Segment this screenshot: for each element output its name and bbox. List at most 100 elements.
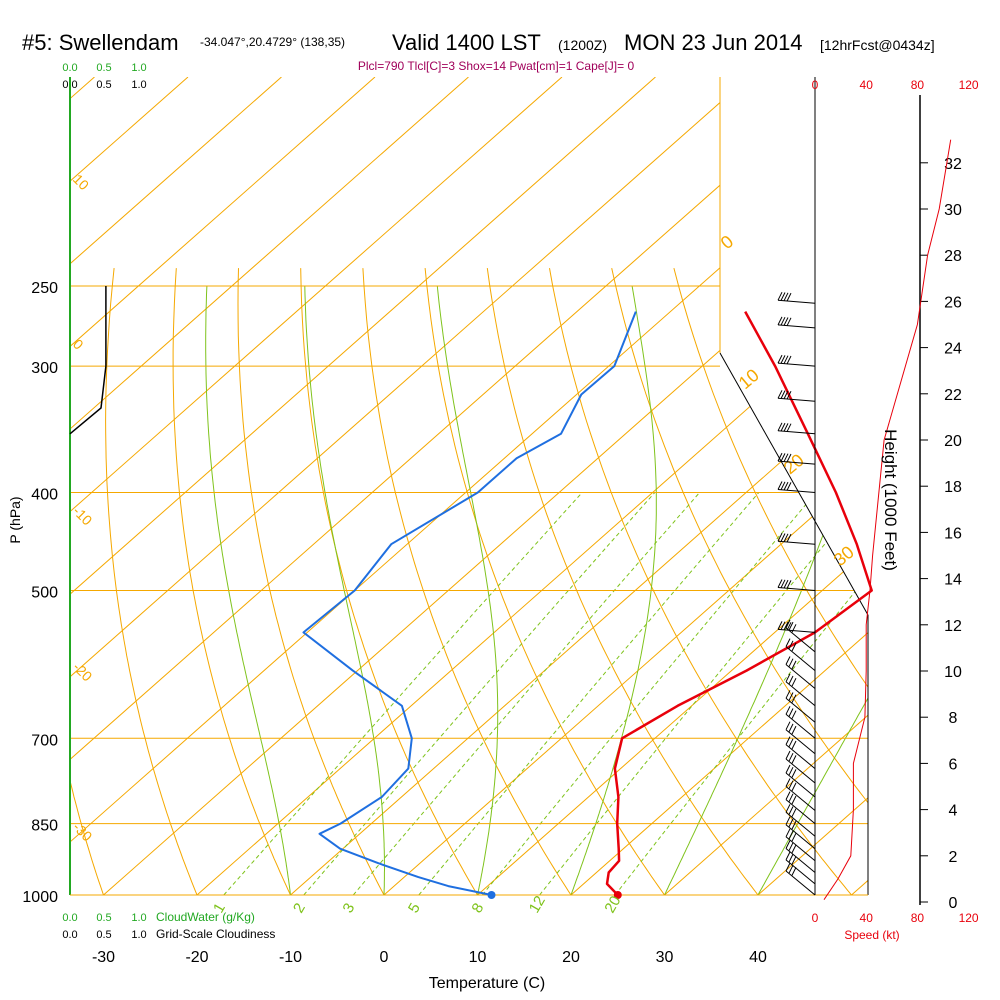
mixing-ratio-line — [303, 492, 656, 895]
mixing-ratio-label: 5 — [405, 900, 424, 916]
wind-barb-flag — [791, 677, 797, 687]
mixing-ratio-line — [481, 492, 817, 895]
cloudiness-tick: 0.5 — [96, 929, 111, 941]
wind-barb-staff — [785, 744, 816, 769]
isotherm-line — [196, 77, 868, 895]
wind-barb-staff — [785, 729, 816, 755]
wind-barb-flag — [777, 579, 783, 588]
height-tick-label: 28 — [944, 248, 962, 265]
wind-barb-flag — [791, 832, 797, 842]
dry-adiabat-line — [424, 268, 665, 895]
wind-barb-flag — [785, 638, 791, 647]
mixing-ratio-line — [539, 492, 868, 895]
dewpoint-line — [302, 311, 637, 896]
wind-barb-flag — [791, 740, 797, 750]
speed-tick-label: 0 — [812, 911, 819, 925]
wind-barb-flag — [791, 725, 797, 735]
height-axis-title: Height (1000 Feet) — [881, 429, 900, 571]
dry-adiabat-line — [105, 268, 198, 895]
wind-barb-flag — [788, 793, 794, 803]
dry-adiabat-line — [859, 267, 868, 895]
isotherm-line — [70, 77, 376, 895]
temperature-tick-label: 20 — [562, 949, 580, 966]
cloud-water-tick-top: 0.0 — [62, 62, 77, 74]
wind-barb-staff — [777, 299, 816, 304]
wind-barb-staff — [785, 859, 816, 885]
wind-barb-flag — [785, 840, 791, 849]
wind-barb-flag — [788, 806, 794, 815]
wind-barb-flag — [777, 452, 783, 462]
cloudiness-line — [69, 286, 107, 435]
wind-barb-flag — [783, 481, 789, 491]
wind-barb-flag — [783, 621, 789, 631]
moist-adiabat-line — [205, 285, 291, 895]
wind-barb-staff — [785, 836, 816, 862]
speed-tick-label-top: 120 — [959, 78, 979, 92]
isotherm-line — [383, 77, 868, 895]
speed-tick-label: 80 — [911, 911, 925, 925]
height-tick-label: 10 — [944, 664, 962, 681]
wind-barb-flag — [788, 640, 794, 650]
temperature-tick-label: 10 — [469, 949, 487, 966]
speed-tick-label-top: 40 — [860, 78, 874, 92]
forecast-hours: [12hrFcst@0434z] — [820, 37, 935, 53]
wind-barb-flag — [785, 816, 791, 825]
wind-barb-flag — [788, 738, 794, 748]
wind-barb-flag — [780, 579, 786, 589]
cloudiness-tick-top: 1.0 — [131, 79, 146, 91]
wind-barb-flag — [788, 708, 794, 717]
pressure-tick-label: 300 — [31, 360, 58, 377]
height-tick-label: 6 — [949, 756, 958, 773]
wind-barb-flag — [783, 317, 789, 326]
cloud-water-tick-top: 1.0 — [131, 62, 146, 74]
wind-barb-staff — [785, 870, 816, 896]
wind-barb-flag — [783, 423, 789, 432]
dry-adiabat-line — [611, 267, 868, 895]
temperature-tick-label: -30 — [92, 949, 115, 966]
wind-barb-flag — [785, 764, 791, 774]
wind-barb-flag — [780, 355, 786, 364]
wind-barb-flag — [780, 422, 786, 432]
wind-barb-flag — [780, 481, 786, 491]
isotherm-line — [70, 77, 469, 895]
wind-barb-flag — [785, 706, 791, 715]
wind-barb-flag — [788, 658, 794, 667]
height-tick-label: 14 — [944, 572, 962, 589]
wind-barb-staff — [777, 628, 816, 633]
wind-barb-flag — [791, 782, 797, 792]
wind-barb-flag — [786, 533, 792, 543]
forecast-date: MON 23 Jun 2014 — [624, 30, 803, 55]
cloud-water-tick-top: 0.5 — [96, 62, 111, 74]
isotherm-line — [70, 77, 843, 895]
height-tick-label: 16 — [944, 525, 962, 542]
temperature-tick-label: 40 — [749, 949, 767, 966]
wind-barb-flag — [786, 355, 792, 365]
moist-adiabat-line — [570, 285, 657, 895]
cloud-water-tick: 0.0 — [62, 912, 77, 924]
wind-barb-flag — [786, 453, 792, 463]
wind-barbs — [777, 77, 816, 896]
wind-barb-staff — [785, 627, 816, 653]
wind-barb-flag — [786, 580, 792, 589]
wind-barb-flag — [786, 390, 792, 400]
wind-barb-flag — [780, 453, 786, 462]
pressure-tick-label: 1000 — [22, 889, 58, 906]
wind-barb-flag — [783, 355, 789, 364]
wind-barb-staff — [785, 697, 816, 723]
isotherm-line — [70, 77, 750, 895]
temperature-line — [605, 310, 873, 896]
wind-barb-flag — [791, 844, 797, 854]
height-tick-label: 22 — [944, 387, 962, 404]
utc-time: (1200Z) — [558, 37, 607, 53]
wind-barb-flag — [783, 292, 789, 302]
dry-adiabat-line — [0, 268, 10, 895]
isotherm-label: 0 — [70, 336, 87, 353]
valid-time: Valid 1400 LST — [392, 30, 541, 55]
wind-speed-line — [823, 139, 952, 900]
wind-barb-flag — [788, 766, 794, 776]
isotherm-line — [103, 77, 868, 895]
wind-barb-flag — [788, 830, 794, 840]
wind-barb-flag — [788, 675, 794, 685]
temperature-tick-label: -10 — [279, 949, 302, 966]
